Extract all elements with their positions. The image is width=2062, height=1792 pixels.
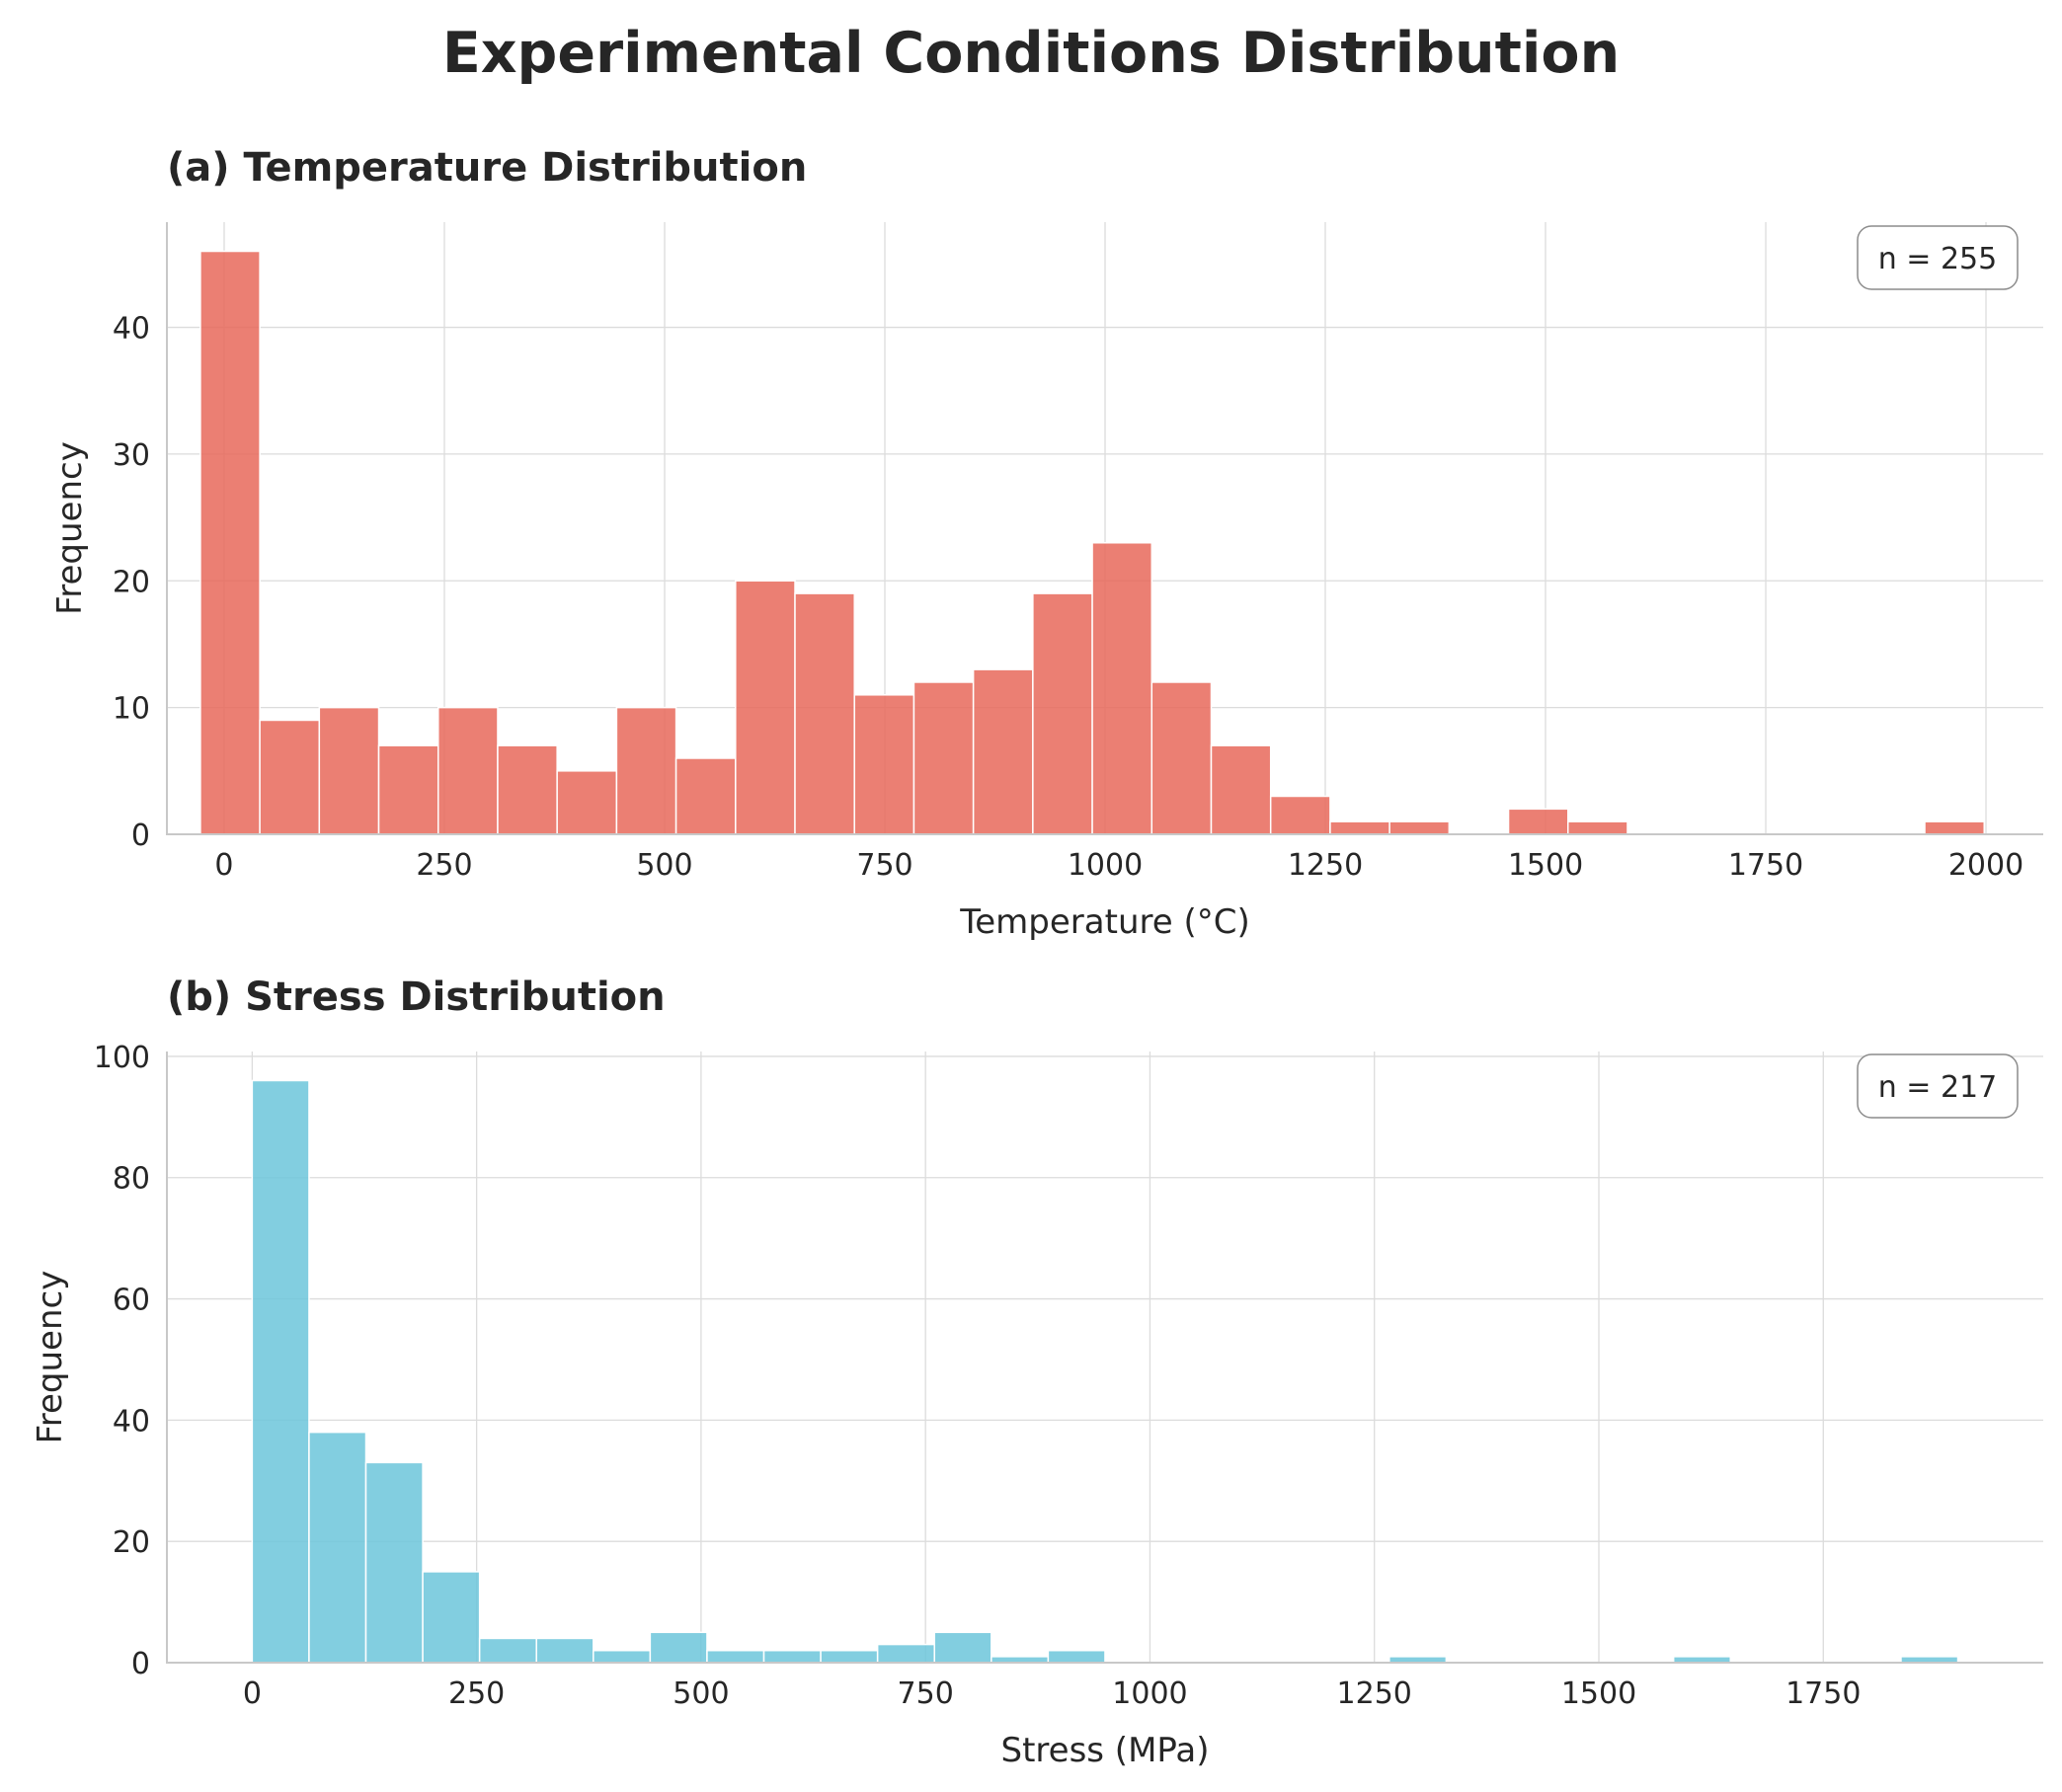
histogram-bar [1269, 795, 1331, 835]
y-axis-label: Frequency [50, 441, 90, 615]
histogram-bar [1150, 681, 1213, 835]
y-tick-label: 30 [113, 438, 150, 473]
y-tick-label: 80 [113, 1162, 150, 1197]
histogram-bar [593, 1649, 652, 1664]
histogram-bar [674, 757, 737, 835]
x-tick-label: 0 [243, 1676, 262, 1711]
y-tick-label: 60 [113, 1284, 150, 1318]
histogram-bar [649, 1631, 708, 1664]
histogram-bar [497, 744, 558, 835]
histogram-bar [615, 706, 677, 835]
histogram-bar [1388, 820, 1451, 835]
sample-count-box [1857, 1053, 2019, 1119]
x-tick-label: 250 [416, 848, 472, 883]
histogram-bar [436, 706, 499, 835]
panel-temperature: (a) Temperature Distribution 0 250 500 750 10… [50, 145, 2043, 942]
histogram-bar [535, 1637, 595, 1664]
panel-title: (b) Stress Distribution [167, 974, 666, 1020]
histogram-bar [1047, 1649, 1106, 1664]
histogram-bar [1210, 744, 1272, 835]
y-tick-label: 0 [131, 818, 150, 853]
histogram-bar [876, 1643, 935, 1664]
histogram-bar [199, 250, 261, 835]
histogram-bar [706, 1649, 765, 1664]
histogram-bar [251, 1079, 310, 1664]
histogram-bar [1329, 820, 1390, 835]
x-tick-label: 750 [898, 1676, 954, 1711]
x-tick-label: 1250 [1337, 1676, 1412, 1711]
sample-count-label: n = 217 [1878, 1070, 1997, 1105]
histogram-bar [308, 1431, 367, 1664]
histogram-bar [364, 1461, 424, 1664]
histogram-bar [820, 1649, 879, 1664]
axis-spine [166, 222, 2043, 835]
y-axis-label: Frequency [31, 1271, 70, 1444]
x-tick-label: 1500 [1561, 1676, 1636, 1711]
sample-count-box [1857, 225, 2019, 290]
histogram-bar [762, 1649, 822, 1664]
x-tick-label: 250 [448, 1676, 505, 1711]
y-tick-label: 10 [113, 692, 150, 727]
y-tick-label: 20 [113, 1525, 150, 1560]
histogram-bar [912, 681, 975, 835]
histogram-bar [1924, 820, 1985, 835]
x-axis-label: Temperature (°C) [959, 902, 1249, 942]
x-tick-label: 1750 [1728, 848, 1803, 883]
x-tick-label: 1250 [1288, 848, 1363, 883]
y-tick-label: 40 [113, 312, 150, 347]
x-tick-label: 1750 [1785, 1676, 1861, 1711]
histogram-bar [1032, 592, 1093, 835]
x-axis-label: Stress (MPa) [1001, 1731, 1210, 1770]
histogram-bar [318, 706, 380, 835]
histogram-bar [259, 719, 321, 835]
x-tick-label: 1500 [1508, 848, 1583, 883]
y-tick-label: 0 [131, 1647, 150, 1681]
x-tick-label: 1000 [1068, 848, 1143, 883]
x-tick-label: 750 [856, 848, 912, 883]
histogram-bar [1567, 820, 1628, 835]
histogram-bar [478, 1637, 537, 1664]
x-tick-label: 1000 [1112, 1676, 1187, 1711]
x-tick-label: 500 [673, 1676, 729, 1711]
axis-spine [166, 1052, 2043, 1664]
x-tick-label: 0 [214, 848, 233, 883]
figure-title: Experimental Conditions Distribution [442, 21, 1620, 86]
x-tick-label: 2000 [1948, 848, 2023, 883]
histogram-bar [794, 592, 855, 835]
histogram-bar [422, 1571, 481, 1664]
x-tick-label: 500 [636, 848, 692, 883]
y-tick-label: 20 [113, 565, 150, 599]
histogram-bar [556, 770, 618, 835]
histogram-bar [735, 580, 796, 835]
histogram-bar [933, 1631, 992, 1664]
sample-count-label: n = 255 [1878, 242, 1997, 276]
histogram-bar [1091, 542, 1153, 835]
panel-title: (a) Temperature Distribution [167, 145, 807, 191]
histogram-bar [853, 694, 915, 835]
histogram-bar [972, 668, 1034, 835]
histogram-bar [377, 744, 439, 835]
y-tick-label: 40 [113, 1404, 150, 1439]
histogram-bar [1507, 808, 1569, 835]
y-tick-label: 100 [94, 1041, 150, 1075]
